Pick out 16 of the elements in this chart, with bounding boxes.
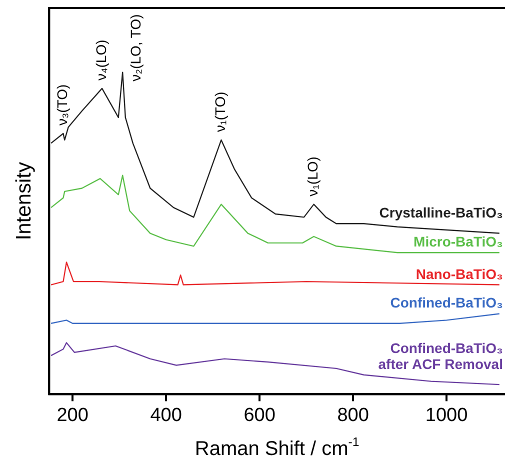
annotation: ν₄(LO) bbox=[92, 40, 109, 80]
series-label: Confined-BaTiO₃ after ACF Removal bbox=[378, 340, 503, 372]
x-tick-label: 200 bbox=[56, 404, 88, 426]
series-label: Micro-BaTiO₃ bbox=[414, 234, 503, 250]
series-label: Nano-BaTiO₃ bbox=[416, 266, 503, 282]
x-tick-label: 1000 bbox=[425, 404, 468, 426]
annotation: ν₃(TO) bbox=[54, 84, 70, 126]
y-axis-title: Intensity bbox=[12, 162, 36, 240]
annotation: ν₁(TO) bbox=[212, 92, 228, 132]
x-tick-label: 400 bbox=[150, 404, 182, 426]
series-label: Crystalline-BaTiO₃ bbox=[379, 204, 503, 221]
series-label: Confined-BaTiO₃ bbox=[390, 294, 503, 311]
annotation: ν₁(LO) bbox=[304, 156, 321, 196]
annotation: ν₂(LO, TO) bbox=[127, 14, 144, 82]
x-tick-label: 800 bbox=[337, 404, 369, 426]
x-tick-label: 600 bbox=[244, 404, 276, 426]
